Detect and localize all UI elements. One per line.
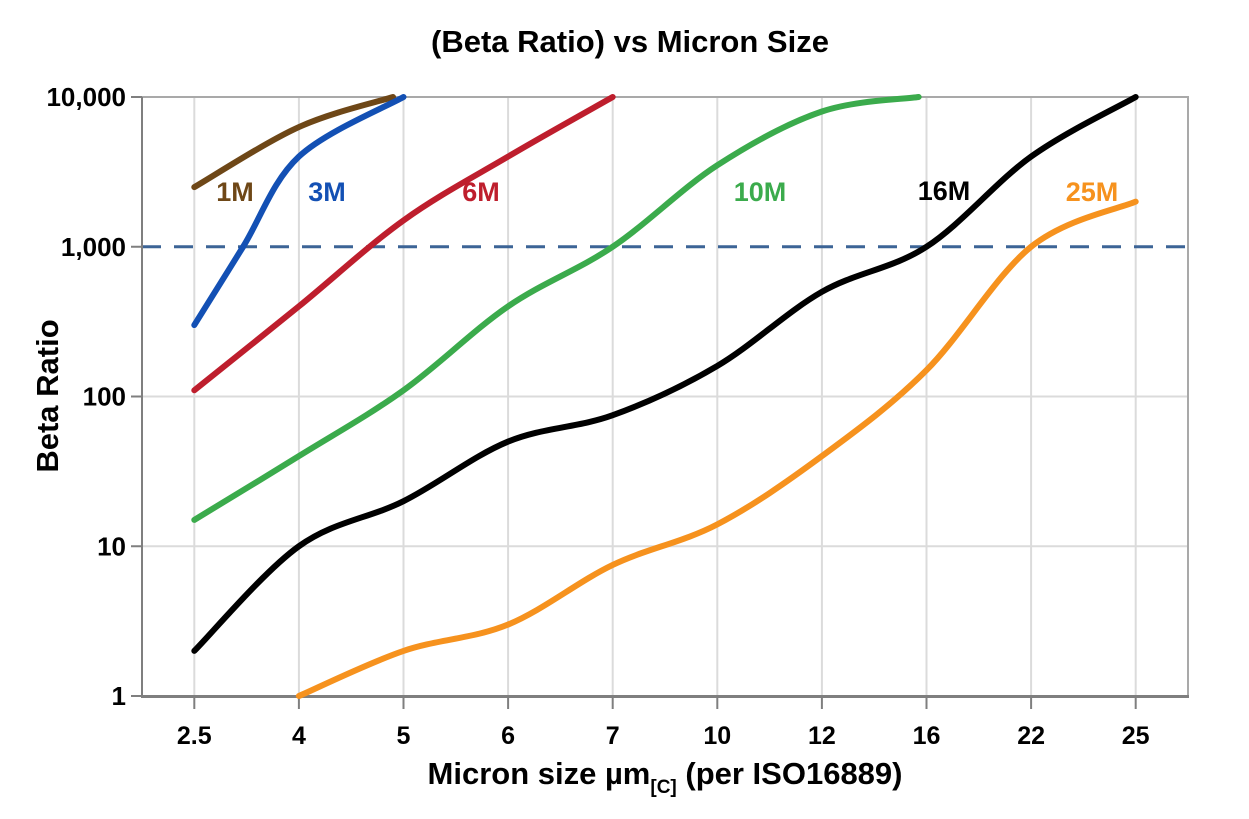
series-line-1M [191, 94, 397, 191]
series-line-3M [191, 94, 407, 329]
x-tick-label: 2.5 [177, 722, 212, 750]
x-axis-title-main: Micron size µm [427, 756, 651, 791]
x-tick-label: 25 [1122, 722, 1150, 750]
series-line-16M [191, 94, 1139, 654]
x-tick-label: 7 [606, 722, 620, 750]
x-tick-label: 16 [913, 722, 941, 750]
series-label-3M: 3M [308, 177, 346, 207]
x-tick-label: 22 [1017, 722, 1045, 750]
y-tick-label: 10,000 [46, 82, 126, 112]
x-axis-title: Micron size µm[C] (per ISO16889) [142, 756, 1188, 798]
series-label-1M: 1M [216, 177, 254, 207]
y-tick-label: 1,000 [61, 232, 126, 262]
y-axis-title: Beta Ratio [30, 319, 65, 473]
series-line-25M [295, 198, 1139, 699]
series-label-16M: 16M [918, 176, 971, 206]
x-tick-label: 12 [808, 722, 836, 750]
series-line-10M [191, 94, 922, 523]
y-tick-label: 10 [97, 531, 126, 561]
y-tick-label: 100 [83, 382, 126, 412]
series-line-6M [191, 94, 616, 394]
x-axis-title-subscript: [C] [650, 777, 677, 798]
x-axis-title-suffix: (per ISO16889) [676, 756, 903, 791]
series-label-10M: 10M [734, 177, 787, 207]
series-label-6M: 6M [462, 177, 500, 207]
chart-title: (Beta Ratio) vs Micron Size [431, 24, 829, 59]
x-tick-label: 5 [397, 722, 411, 750]
x-tick-label: 4 [292, 722, 306, 750]
y-tick-label: 1 [112, 681, 126, 711]
x-tick-label: 6 [501, 722, 515, 750]
series-label-25M: 25M [1066, 177, 1119, 207]
x-tick-label: 10 [703, 722, 731, 750]
